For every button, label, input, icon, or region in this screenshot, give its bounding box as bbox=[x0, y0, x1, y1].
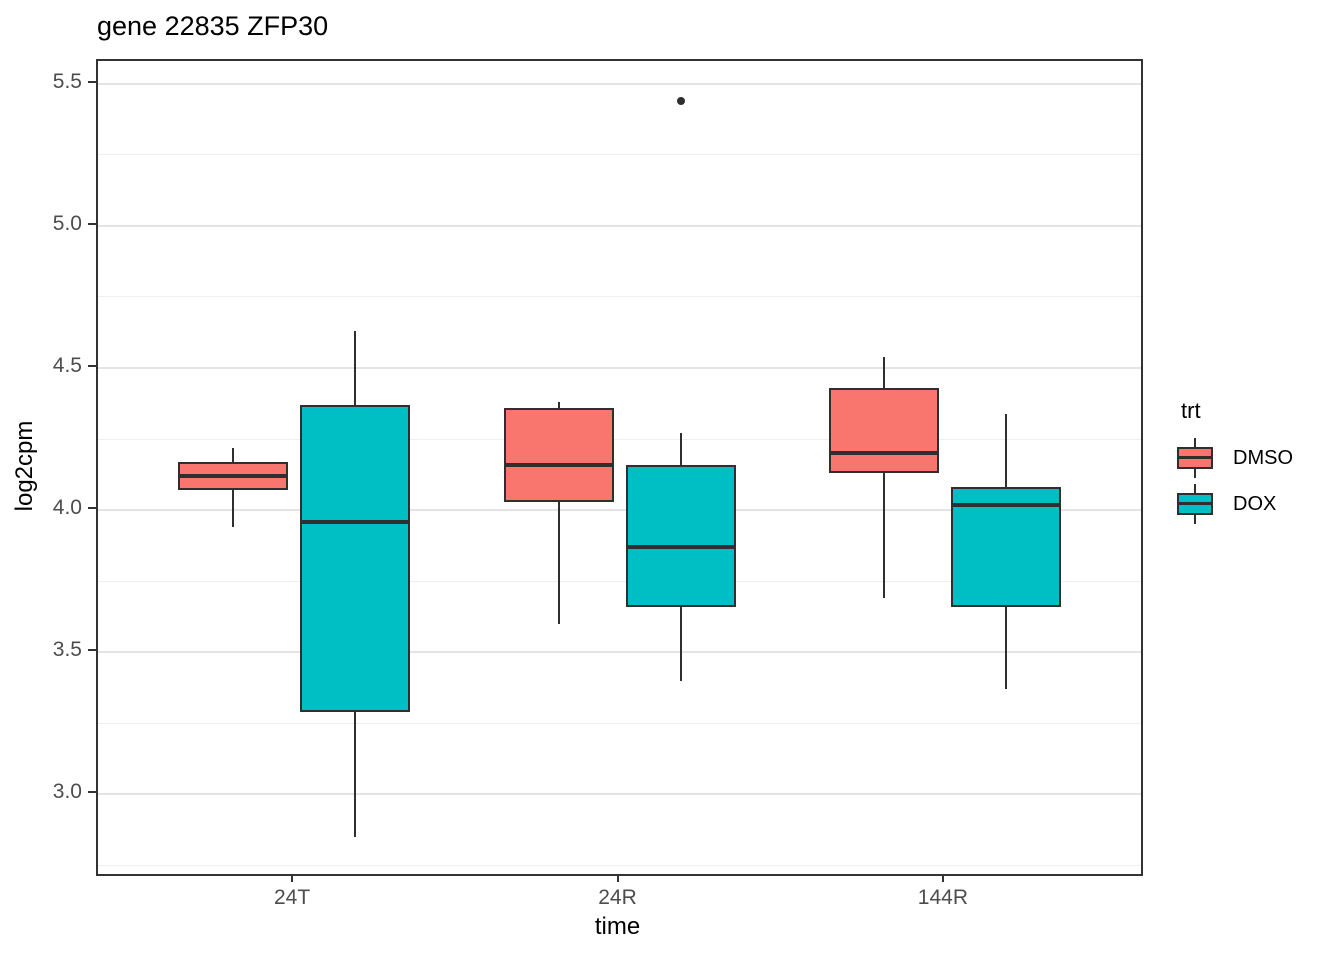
box-DMSO-144R bbox=[828, 387, 939, 474]
legend-label-dox: DOX bbox=[1233, 492, 1277, 515]
legend-label-dmso: DMSO bbox=[1233, 446, 1293, 469]
y-axis-tick-label: 4.5 bbox=[52, 354, 82, 377]
gridline-minor bbox=[98, 154, 1141, 156]
gridline-major bbox=[98, 82, 1141, 85]
boxplot-key-icon bbox=[1177, 438, 1213, 478]
gridline-minor bbox=[98, 438, 1141, 440]
median-DOX-24T bbox=[300, 519, 411, 524]
key-median-line bbox=[1177, 502, 1213, 505]
y-axis-tick bbox=[88, 222, 96, 225]
legend-title: trt bbox=[1181, 398, 1201, 423]
y-axis-title: log2cpm bbox=[11, 420, 38, 512]
median-DOX-144R bbox=[950, 502, 1061, 507]
box-DMSO-24R bbox=[503, 407, 614, 502]
outlier-DOX-24R bbox=[676, 96, 685, 105]
whisker-DMSO-144R bbox=[882, 356, 885, 599]
x-axis-tick-label: 144R bbox=[917, 886, 968, 909]
y-axis-tick-label: 5.0 bbox=[52, 211, 82, 235]
y-axis-tick-label: 5.5 bbox=[52, 69, 82, 93]
legend-entry-dmso: DMSO bbox=[1177, 438, 1293, 478]
x-axis-tick-label: 24R bbox=[598, 886, 637, 909]
x-axis-tick bbox=[941, 874, 944, 882]
box-DOX-24R bbox=[625, 464, 736, 607]
y-axis-tick-label: 3.5 bbox=[52, 638, 82, 662]
x-axis-tick-label: 24T bbox=[274, 886, 311, 909]
median-DOX-24R bbox=[625, 545, 736, 550]
y-axis-tick-label: 4.0 bbox=[52, 496, 82, 520]
gridline-minor bbox=[98, 296, 1141, 298]
x-axis-tick bbox=[291, 874, 294, 882]
y-axis-tick bbox=[88, 80, 96, 83]
box-DOX-24T bbox=[300, 405, 411, 712]
gridline-minor bbox=[98, 722, 1141, 724]
gridline-major bbox=[98, 367, 1141, 369]
y-axis-tick bbox=[88, 507, 96, 510]
median-DMSO-144R bbox=[828, 451, 939, 456]
gridline-major bbox=[98, 793, 1141, 796]
gridline-major bbox=[98, 651, 1141, 654]
gridline-major bbox=[98, 224, 1141, 227]
gridline-minor bbox=[98, 865, 1141, 866]
legend: trt DMSO DOX bbox=[1177, 398, 1293, 530]
legend-entry-dox: DOX bbox=[1177, 484, 1293, 524]
gridline-minor bbox=[98, 580, 1141, 582]
plot-panel bbox=[96, 59, 1143, 876]
whisker-DMSO-24R bbox=[557, 402, 560, 624]
key-median-line bbox=[1177, 456, 1213, 459]
gridline-major bbox=[98, 509, 1141, 512]
boxplot-key-icon bbox=[1177, 484, 1213, 524]
y-axis-tick-label: 3.0 bbox=[52, 780, 82, 804]
x-axis-tick bbox=[616, 874, 619, 882]
y-axis-tick bbox=[88, 791, 96, 794]
median-DMSO-24R bbox=[503, 462, 614, 467]
box-DOX-144R bbox=[950, 487, 1061, 607]
median-DMSO-24T bbox=[178, 474, 289, 478]
y-axis-tick bbox=[88, 649, 96, 652]
plot-title: gene 22835 ZFP30 bbox=[97, 11, 329, 41]
x-axis-title: time bbox=[594, 913, 641, 940]
y-axis-tick bbox=[88, 365, 96, 367]
